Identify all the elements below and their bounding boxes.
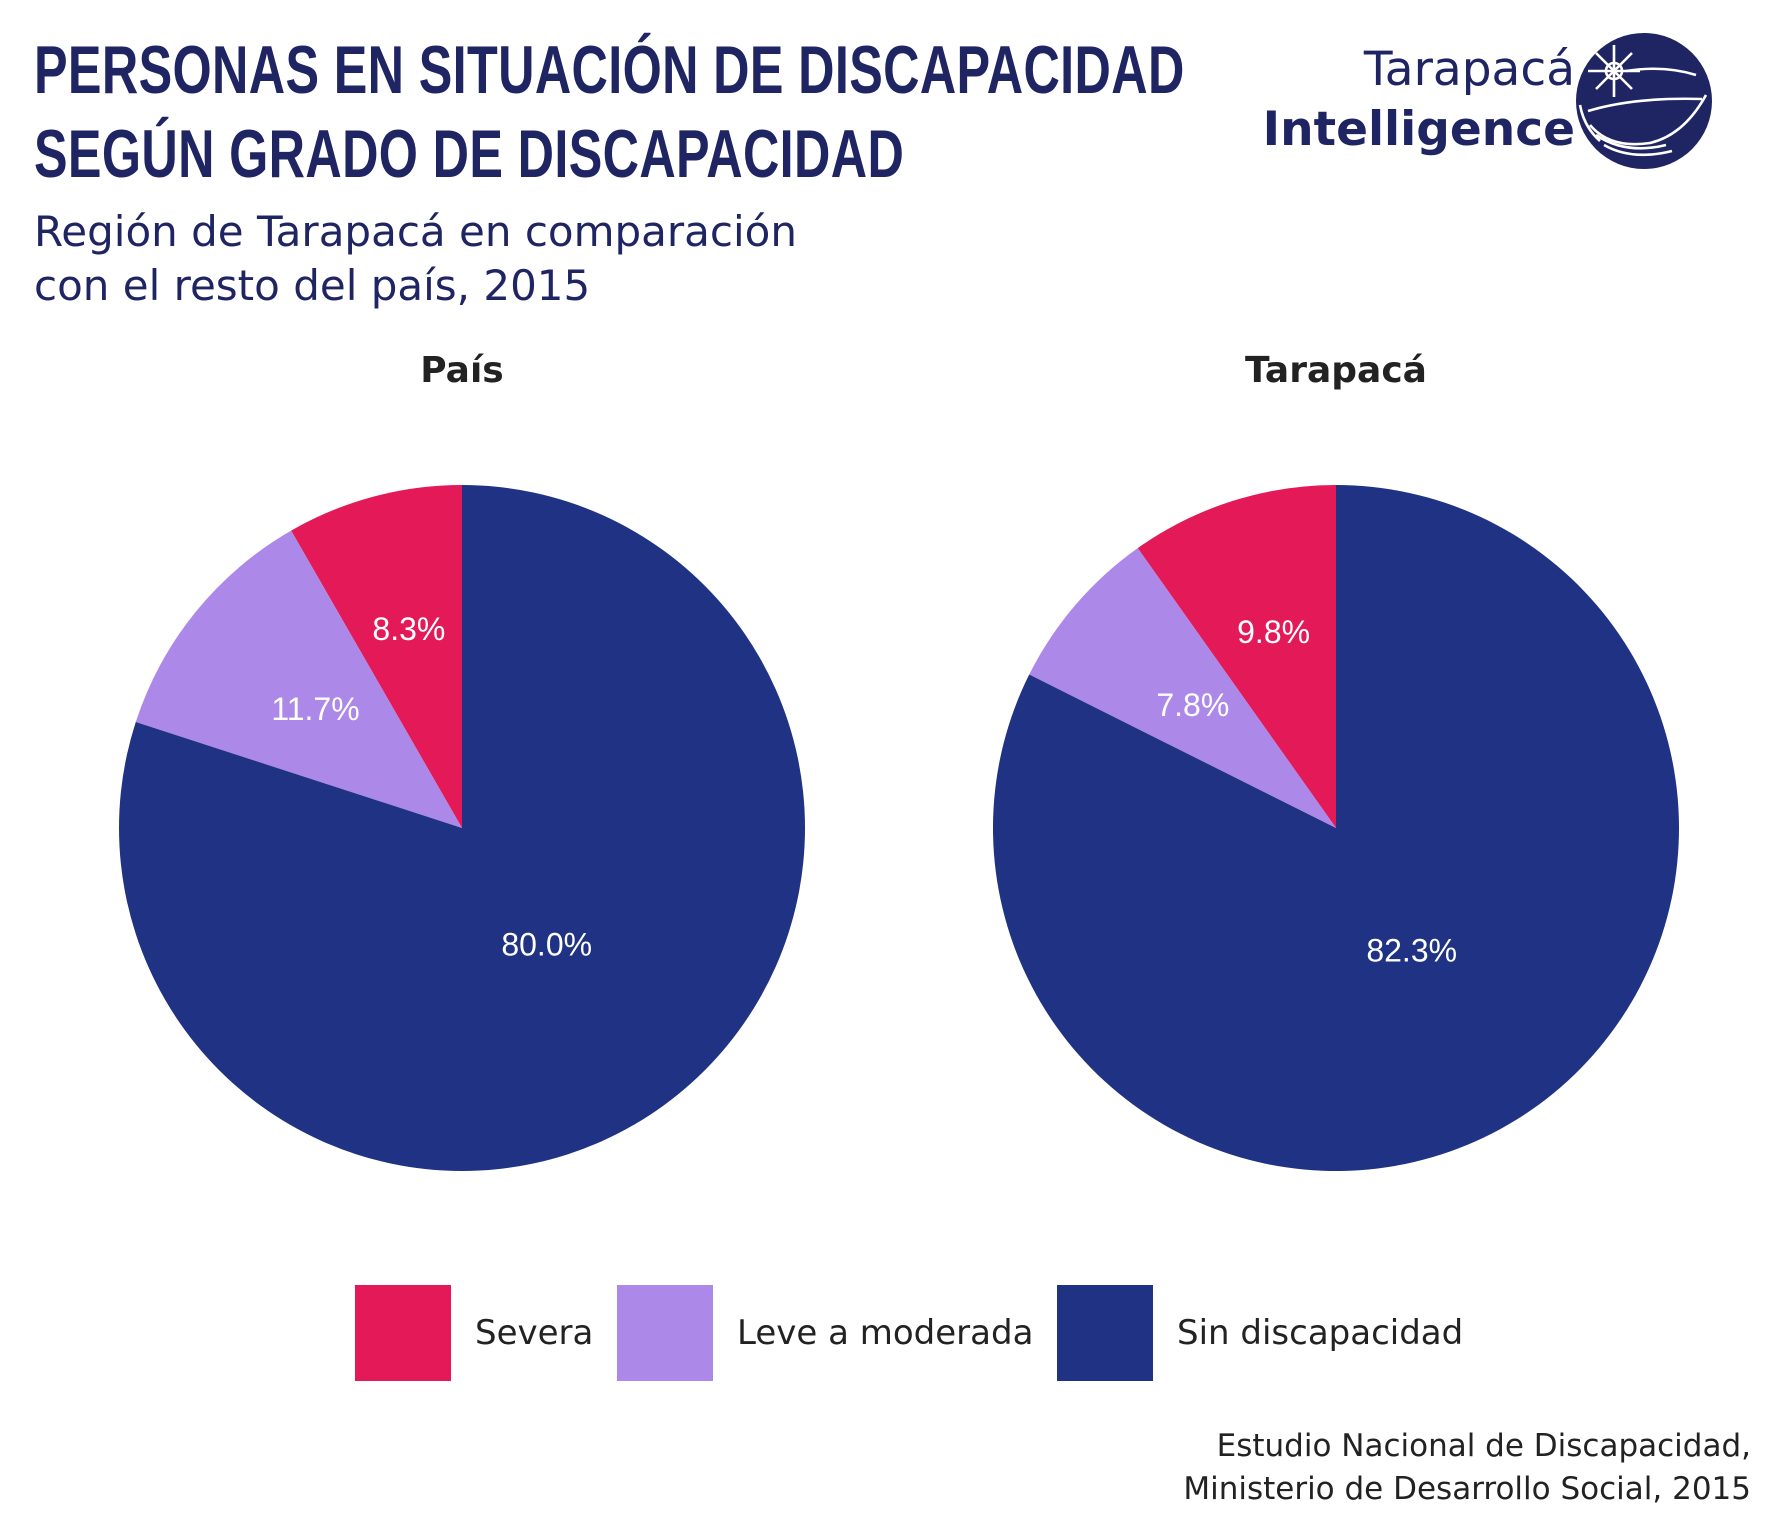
brand-logo: Tarapacá Intelligence xyxy=(1260,28,1750,178)
legend-swatch-severa xyxy=(355,1285,451,1381)
chart-subtitle-line-2: con el resto del país, 2015 xyxy=(34,261,591,310)
logo-wordmark: Tarapacá Intelligence xyxy=(1263,40,1575,160)
pie-label-pais-sin-discapacidad: 80.0% xyxy=(501,927,592,963)
pie-slice-tarapaca-severa xyxy=(1137,485,1336,828)
legend-swatch-sin-discapacidad xyxy=(1057,1285,1153,1381)
pie-slice-pais-sin-discapacidad xyxy=(119,485,806,1171)
chart-subtitle: Región de Tarapacá en comparación con el… xyxy=(34,205,797,313)
pie-label-pais-severa: 8.3% xyxy=(372,611,445,647)
source-line-2: Ministerio de Desarrollo Social, 2015 xyxy=(1183,1471,1751,1507)
pie-charts: País 8.3% 11.7% 80.0% Tarapacá 9.8% 7.8% 82.3% xyxy=(119,350,1679,1171)
pie-slice-tarapaca-sin-discapacidad xyxy=(992,485,1679,1171)
legend-swatch-leve-a-moderada xyxy=(617,1285,713,1381)
pie-slice-tarapaca-leve-a-moderada xyxy=(1029,548,1336,828)
logo-text-line-2: Intelligence xyxy=(1262,102,1575,157)
pie-label-pais-leve-a-moderada: 11.7% xyxy=(271,691,359,727)
chart-title: PERSONAS EN SITUACIÓN DE DISCAPACIDAD SE… xyxy=(34,28,1185,196)
pie-label-tarapaca-severa: 9.8% xyxy=(1237,614,1310,650)
source-line-1: Estudio Nacional de Discapacidad, xyxy=(1216,1428,1751,1464)
pie-slice-pais-leve-a-moderada xyxy=(135,530,463,828)
pie-title-pais: País xyxy=(420,350,503,391)
chart-title-line-1: PERSONAS EN SITUACIÓN DE DISCAPACIDAD xyxy=(34,32,1185,108)
legend-label-severa: Severa xyxy=(475,1313,594,1353)
pie-label-tarapaca-sin-discapacidad: 82.3% xyxy=(1366,933,1457,969)
legend-label-sin-discapacidad: Sin discapacidad xyxy=(1177,1313,1464,1353)
chart-title-line-2: SEGÚN GRADO DE DISCAPACIDAD xyxy=(34,116,905,192)
pie-chart-tarapaca: Tarapacá 9.8% 7.8% 82.3% xyxy=(992,350,1679,1171)
compass-globe-logo-icon xyxy=(1576,33,1712,169)
legend-label-leve-a-moderada: Leve a moderada xyxy=(737,1313,1034,1353)
logo-text-line-1: Tarapacá xyxy=(1363,42,1575,97)
pie-title-tarapaca: Tarapacá xyxy=(1245,350,1427,391)
pie-chart-pais: País 8.3% 11.7% 80.0% xyxy=(119,350,806,1171)
pie-label-tarapaca-leve-a-moderada: 7.8% xyxy=(1156,687,1229,723)
pie-slice-pais-severa xyxy=(291,485,462,828)
source-note: Estudio Nacional de Discapacidad, Minist… xyxy=(1183,1425,1751,1511)
chart-subtitle-line-1: Región de Tarapacá en comparación xyxy=(34,207,797,256)
